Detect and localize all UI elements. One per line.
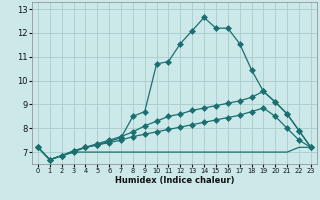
X-axis label: Humidex (Indice chaleur): Humidex (Indice chaleur) [115, 176, 234, 185]
